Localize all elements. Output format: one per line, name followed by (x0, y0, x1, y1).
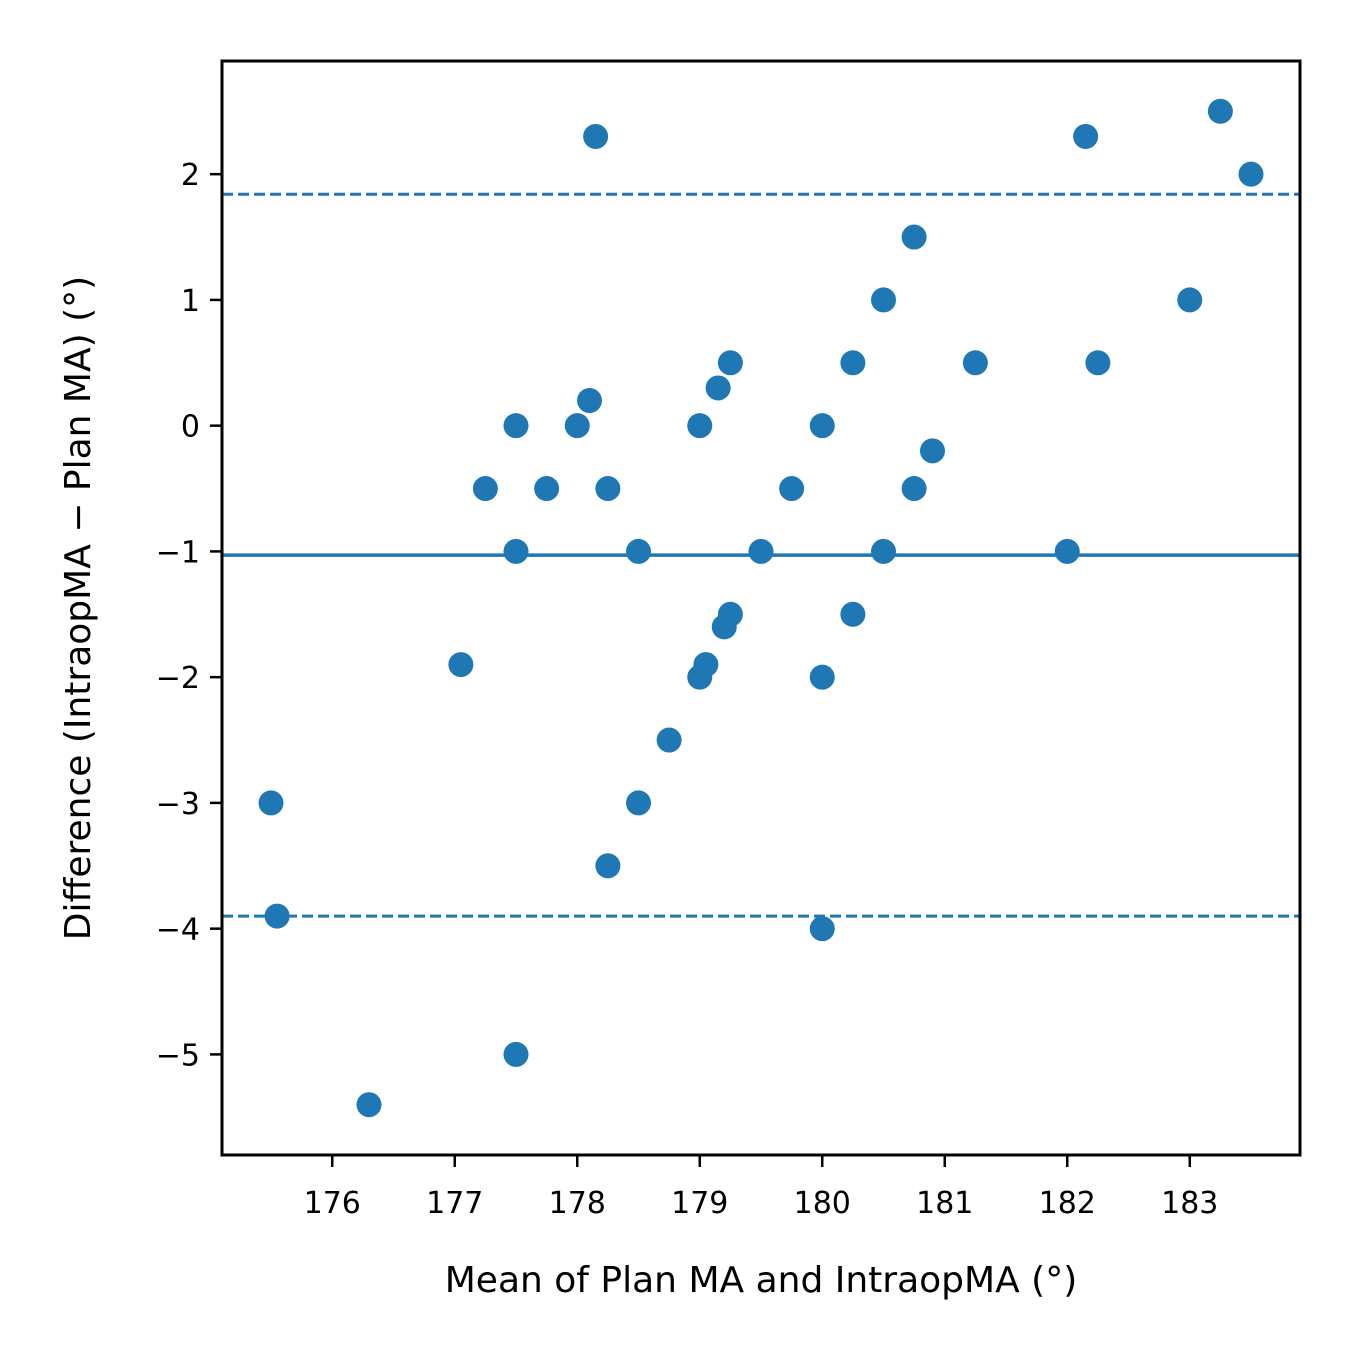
data-point (871, 538, 896, 564)
x-axis-ticks: 176 177 178 179 180 181 182 183 (304, 1155, 1218, 1221)
y-axis-ticks: −5 −4 −3 −2 −1 0 1 2 (156, 158, 222, 1073)
data-point (595, 853, 621, 879)
y-tick-label: −3 (156, 787, 200, 822)
data-point (258, 790, 284, 816)
y-tick-label: 2 (181, 158, 200, 193)
data-point (1177, 287, 1203, 313)
y-axis-label: Difference (IntraopMA − Plan MA) (°) (58, 276, 99, 940)
data-point (564, 413, 590, 439)
data-points (258, 98, 1264, 1118)
data-point (503, 413, 529, 439)
data-point (748, 538, 774, 564)
data-point (1207, 98, 1233, 124)
data-point (705, 375, 731, 401)
data-point (809, 664, 835, 690)
data-point (693, 652, 719, 678)
data-point (717, 350, 743, 376)
data-point (1073, 123, 1099, 149)
data-point (264, 903, 290, 929)
data-point (779, 476, 805, 502)
x-tick-label: 177 (426, 1186, 483, 1221)
x-tick-label: 176 (304, 1186, 361, 1221)
data-point (962, 350, 988, 376)
data-point (534, 476, 560, 502)
data-point (840, 350, 866, 376)
data-point (920, 438, 945, 464)
data-point (901, 224, 927, 250)
y-tick-label: −4 (156, 913, 200, 948)
data-point (809, 916, 835, 942)
y-tick-label: 0 (181, 410, 200, 445)
data-point (717, 601, 743, 627)
y-tick-label: −2 (156, 661, 200, 696)
data-point (687, 413, 713, 439)
data-point (626, 538, 651, 564)
y-tick-label: −5 (156, 1038, 200, 1073)
data-point (1085, 350, 1111, 376)
x-tick-label: 181 (916, 1186, 973, 1221)
data-point (1238, 161, 1264, 187)
data-point (356, 1092, 382, 1118)
data-point (840, 601, 866, 627)
data-point (901, 476, 927, 502)
data-point (448, 652, 474, 678)
data-point (503, 538, 529, 564)
y-tick-label: −1 (156, 535, 200, 570)
data-point (626, 790, 651, 816)
plot-frame (220, 59, 1302, 1157)
data-point (1054, 538, 1080, 564)
data-point (583, 123, 609, 149)
x-tick-label: 180 (794, 1186, 851, 1221)
data-point (809, 413, 835, 439)
x-axis-label: Mean of Plan MA and IntraopMA (°) (445, 1260, 1078, 1301)
x-tick-label: 182 (1039, 1186, 1096, 1221)
data-point (871, 287, 896, 313)
data-point (472, 476, 498, 502)
y-tick-label: 1 (181, 284, 200, 319)
data-point (577, 388, 602, 414)
x-tick-label: 183 (1161, 1186, 1218, 1221)
x-tick-label: 178 (549, 1186, 606, 1221)
data-point (656, 727, 682, 753)
data-point (595, 476, 621, 502)
x-tick-label: 179 (671, 1186, 728, 1221)
data-point (503, 1041, 529, 1067)
